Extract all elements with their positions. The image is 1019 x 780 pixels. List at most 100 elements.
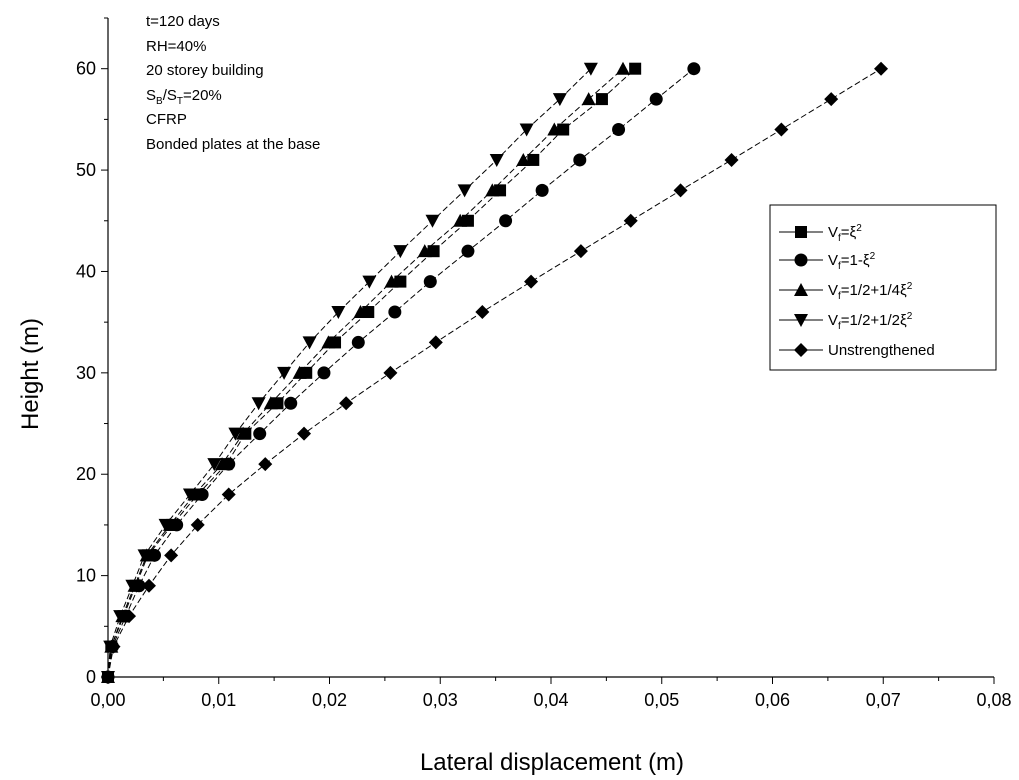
- data-point-triangle-down: [113, 610, 128, 624]
- data-point-circle: [461, 244, 475, 258]
- data-point-triangle-down: [519, 123, 534, 137]
- series-layer: [101, 61, 889, 684]
- data-point-triangle-down: [277, 366, 292, 380]
- data-point-triangle-down: [489, 153, 504, 167]
- legend-square-marker: [795, 226, 807, 238]
- data-point-triangle-up: [547, 122, 562, 136]
- legend-label: Unstrengthened: [828, 342, 935, 359]
- legend-label: Vf=1/2+1/4ξ2: [828, 281, 913, 302]
- data-point-diamond: [297, 426, 312, 441]
- y-tick-label: 30: [76, 363, 96, 383]
- series-diamond: [101, 61, 889, 684]
- data-point-diamond: [122, 609, 137, 624]
- data-point-triangle-down: [425, 214, 440, 228]
- data-point-triangle-up: [485, 183, 500, 197]
- axes: 0,00 0,01 0,02 0,03 0,04 0,05 0,06 0,07 0,08 0 10 2…: [76, 17, 1012, 710]
- data-point-square: [394, 275, 407, 288]
- data-point-triangle-down: [125, 579, 140, 593]
- x-tick-label: 0,03: [423, 690, 458, 710]
- data-point-triangle-down: [302, 336, 317, 350]
- data-point-triangle-down: [393, 245, 408, 259]
- data-point-triangle-down: [552, 93, 567, 107]
- data-point-triangle-up: [263, 396, 278, 410]
- x-tick-label: 0,02: [312, 690, 347, 710]
- data-point-circle: [687, 62, 701, 76]
- data-point-diamond: [101, 670, 115, 684]
- legend: Vf=ξ2 Vf=1-ξ2 Vf=1/2+1/4ξ2 Vf=1/2+1/2ξ2: [769, 204, 997, 371]
- data-point-square: [527, 153, 540, 166]
- legend-items: Vf=ξ2 Vf=1-ξ2 Vf=1/2+1/4ξ2 Vf=1/2+1/2ξ2: [779, 223, 935, 359]
- data-point-square: [629, 62, 642, 75]
- x-tick-label: 0,05: [644, 690, 679, 710]
- data-point-triangle-down: [137, 549, 152, 563]
- data-point-triangle-down: [457, 184, 472, 198]
- annotation-building: 20 storey building: [146, 62, 264, 79]
- data-point-triangle-up: [384, 274, 399, 288]
- y-axis-title: Height (m): [17, 318, 44, 430]
- annotation-ratio-value: =20%: [183, 87, 222, 104]
- data-point-triangle-down: [583, 62, 598, 76]
- data-point-triangle-up: [321, 335, 336, 349]
- data-point-triangle-down: [228, 427, 243, 441]
- data-point-circle: [253, 427, 267, 441]
- data-point-square: [427, 245, 440, 258]
- x-tick-label: 0,00: [90, 690, 125, 710]
- data-point-diamond: [774, 122, 789, 137]
- series-line: [107, 68, 624, 678]
- series-circle: [101, 62, 701, 684]
- legend-item-square: Vf=ξ2: [779, 223, 862, 244]
- data-point-circle: [573, 153, 587, 167]
- legend-label: Vf=1-ξ2: [828, 251, 876, 272]
- data-point-circle: [499, 214, 513, 228]
- data-point-circle: [351, 335, 365, 349]
- data-point-triangle-up: [581, 92, 596, 106]
- data-point-circle: [535, 183, 549, 197]
- data-point-triangle-up: [417, 244, 432, 258]
- data-point-diamond: [673, 183, 688, 198]
- data-point-diamond: [106, 639, 121, 654]
- data-point-triangle-down: [362, 275, 377, 289]
- y-tick-label: 40: [76, 261, 96, 281]
- annotation-material: CFRP: [146, 111, 187, 128]
- legend-triangle-up-marker: [794, 283, 808, 296]
- x-tick-label: 0,06: [755, 690, 790, 710]
- legend-label: Vf=1/2+1/2ξ2: [828, 311, 913, 332]
- y-tick-label: 10: [76, 566, 96, 586]
- data-point-triangle-down: [251, 397, 266, 411]
- data-point-triangle-up: [215, 457, 230, 471]
- data-point-triangle-up: [615, 61, 630, 75]
- data-point-diamond: [623, 213, 638, 228]
- data-point-triangle-down: [207, 458, 222, 472]
- annotation-ratio: SB/ST=20%: [146, 87, 222, 107]
- data-point-circle: [284, 396, 298, 410]
- data-point-triangle-up: [353, 305, 368, 319]
- x-tick-label: 0,04: [533, 690, 568, 710]
- data-point-triangle-up: [236, 426, 251, 440]
- legend-label: Vf=ξ2: [828, 223, 862, 244]
- data-point-triangle-down: [158, 518, 173, 532]
- data-point-diamond: [339, 396, 354, 411]
- legend-item-diamond: Unstrengthened: [779, 342, 935, 359]
- data-point-diamond: [428, 335, 443, 350]
- data-point-circle: [423, 275, 437, 289]
- legend-diamond-marker: [794, 343, 808, 357]
- x-axis-title: Lateral displacement (m): [420, 749, 684, 776]
- y-tick-label: 60: [76, 59, 96, 79]
- data-point-diamond: [524, 274, 539, 289]
- data-point-diamond: [141, 578, 156, 593]
- x-tick-label: 0,08: [976, 690, 1011, 710]
- legend-item-circle: Vf=1-ξ2: [779, 251, 876, 272]
- data-point-triangle-up: [516, 152, 531, 166]
- y-tick-label: 50: [76, 160, 96, 180]
- legend-item-triangle-up: Vf=1/2+1/4ξ2: [779, 281, 913, 302]
- y-tick-label: 20: [76, 464, 96, 484]
- annotation-ratio-t: T: [177, 96, 183, 107]
- x-tick-label: 0,07: [866, 690, 901, 710]
- annotation-ratio-slash: /S: [163, 87, 177, 104]
- annotation-humidity: RH=40%: [146, 38, 206, 55]
- data-point-diamond: [573, 244, 588, 259]
- data-point-triangle-up: [453, 213, 468, 227]
- data-point-square: [595, 93, 608, 106]
